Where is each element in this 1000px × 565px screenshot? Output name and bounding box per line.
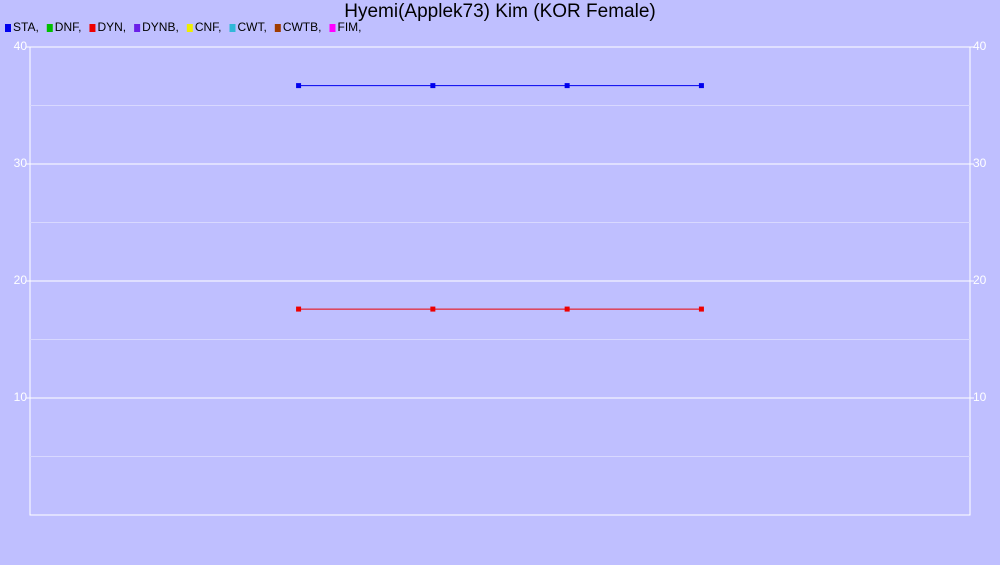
y-tick-label: 10 <box>14 390 28 404</box>
legend-swatch <box>134 24 141 32</box>
legend-label: STA, <box>13 20 39 34</box>
legend-swatch <box>274 24 281 32</box>
y-tick-label: 30 <box>14 156 28 170</box>
y2-tick-label: 20 <box>973 273 987 287</box>
point <box>698 306 704 312</box>
legend-swatch <box>229 24 236 32</box>
legend-label: CWT, <box>237 20 266 34</box>
y-tick-label: 20 <box>14 273 28 287</box>
legend-label: DYN, <box>97 20 126 34</box>
y2-tick-label: 10 <box>973 390 987 404</box>
point <box>430 306 436 312</box>
legend-label: CWTB, <box>283 20 322 34</box>
legend-label: CNF, <box>195 20 222 34</box>
legend-swatch <box>5 24 11 32</box>
point <box>430 83 436 89</box>
legend-swatch <box>186 24 193 32</box>
point <box>296 83 302 89</box>
y2-tick-label: 40 <box>973 39 987 53</box>
point <box>698 83 704 89</box>
y-tick-label: 40 <box>14 39 28 53</box>
legend-swatch <box>329 24 336 32</box>
legend-swatch <box>89 24 96 32</box>
y2-tick-label: 30 <box>973 156 987 170</box>
legend-label: FIM, <box>337 20 361 34</box>
legend-swatch <box>46 24 53 32</box>
legend-label: DNF, <box>55 20 82 34</box>
legend-label: DYNB, <box>142 20 179 34</box>
point <box>296 306 302 312</box>
chart-title: Hyemi(Applek73) Kim (KOR Female) <box>344 1 655 22</box>
point <box>564 306 570 312</box>
point <box>564 83 570 89</box>
